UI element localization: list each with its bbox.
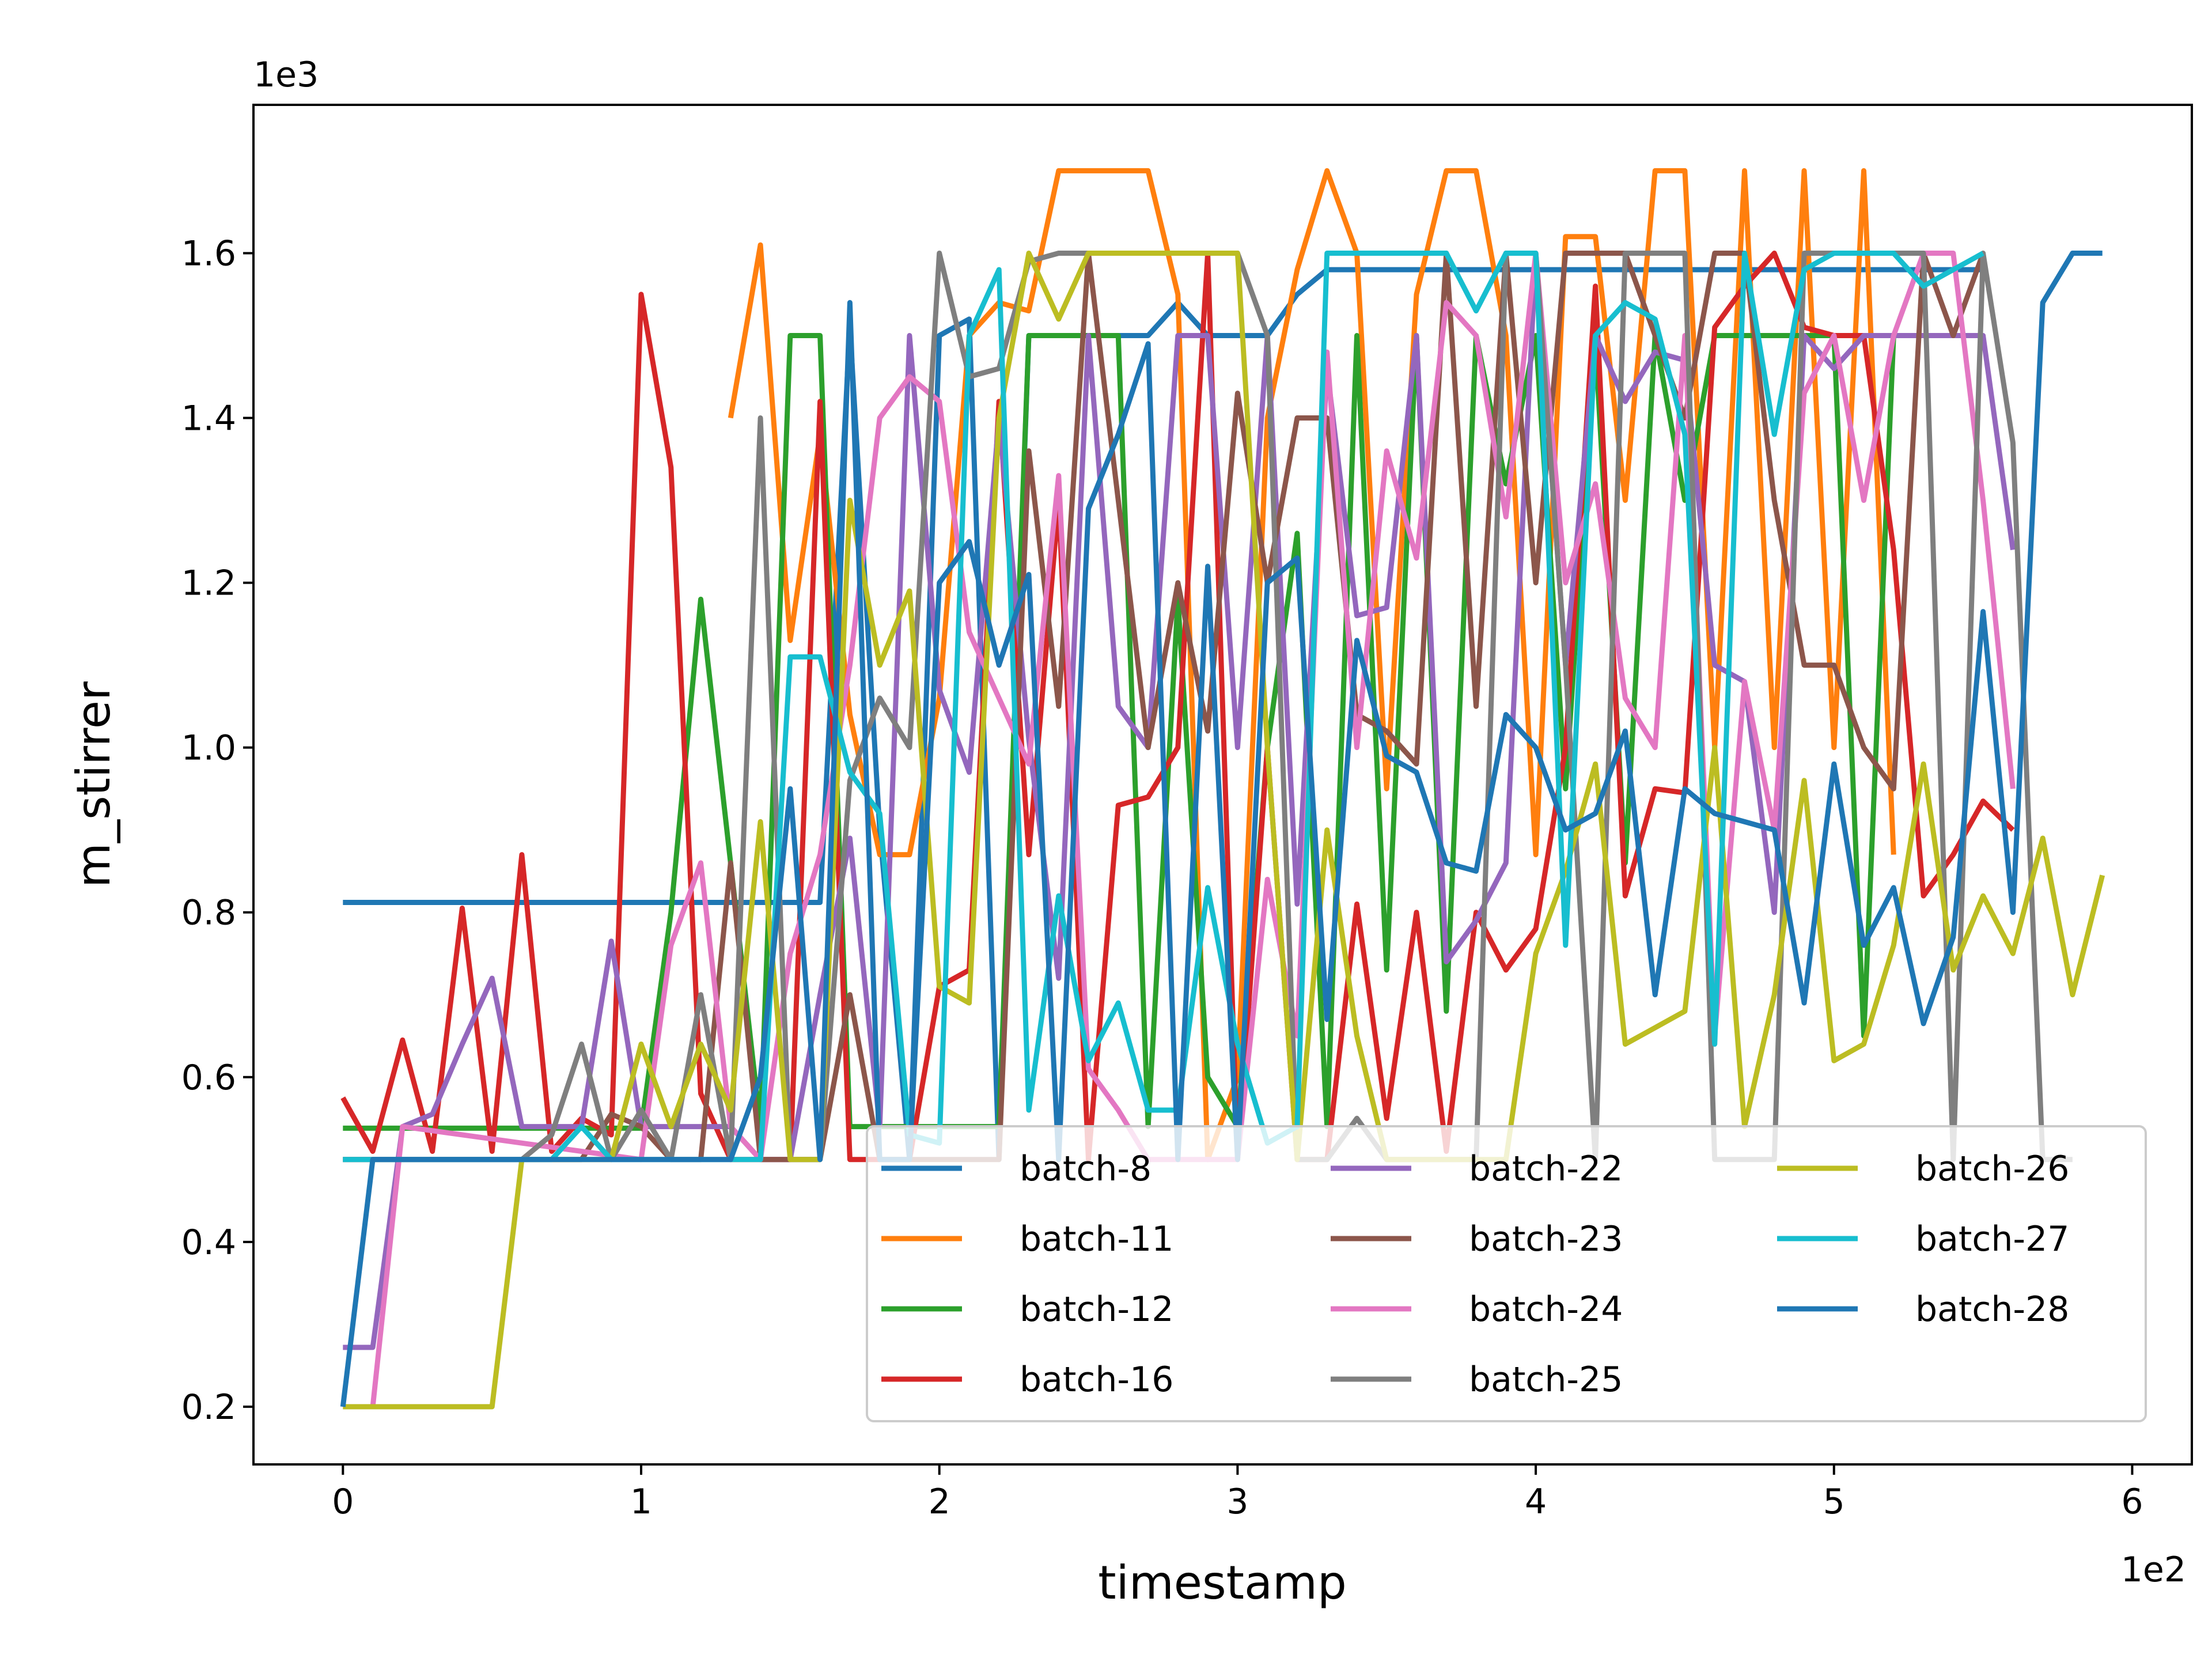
legend-label: batch-8 bbox=[1020, 1149, 1152, 1189]
y-tick-label: 0.8 bbox=[181, 893, 236, 933]
x-tick-label: 0 bbox=[332, 1482, 354, 1522]
legend-label: batch-12 bbox=[1020, 1289, 1173, 1330]
y-axis-title: m_stirrer bbox=[67, 682, 120, 888]
legend-label: batch-25 bbox=[1469, 1360, 1623, 1400]
series-line-batch-16 bbox=[340, 251, 2015, 1163]
y-tick-label: 1.2 bbox=[181, 563, 236, 604]
plot-frame bbox=[252, 104, 2193, 1466]
series-line-batch-25 bbox=[343, 251, 2073, 1163]
y-tick-label: 1.0 bbox=[181, 728, 236, 768]
y-tick-label: 0.6 bbox=[181, 1058, 236, 1098]
y-tick-label: 1.4 bbox=[181, 399, 236, 439]
legend-label: batch-22 bbox=[1469, 1149, 1623, 1189]
y-tick-label: 0.4 bbox=[181, 1222, 236, 1263]
x-tick-label: 1 bbox=[630, 1482, 652, 1522]
legend-label: batch-27 bbox=[1915, 1219, 2069, 1259]
x-tick-label: 6 bbox=[2121, 1482, 2143, 1522]
y-tick-label: 1.6 bbox=[181, 233, 236, 274]
x-tick-label: 4 bbox=[1525, 1482, 1547, 1522]
x-axis-title: timestamp bbox=[1098, 1556, 1347, 1610]
y-axis: 0.2 0.4 0.6 0.8 1.0 1.2 1.4 1.6 bbox=[181, 233, 253, 1428]
series-line-batch-28 bbox=[340, 251, 2103, 1407]
legend-label: batch-28 bbox=[1915, 1289, 2069, 1330]
y-tick-label: 0.2 bbox=[181, 1387, 236, 1428]
legend-label: batch-24 bbox=[1469, 1289, 1623, 1330]
x-tick-label: 2 bbox=[929, 1482, 950, 1522]
legend-box bbox=[866, 1125, 2147, 1422]
series-line-batch-26 bbox=[343, 251, 2105, 1410]
x-tick-label: 3 bbox=[1226, 1482, 1248, 1522]
series-line-batch-22 bbox=[343, 251, 2016, 1350]
series-line-batch-27 bbox=[343, 251, 1984, 1163]
x-tick-label: 5 bbox=[1823, 1482, 1845, 1522]
legend-label: batch-26 bbox=[1915, 1149, 2069, 1189]
legend-label: batch-16 bbox=[1020, 1360, 1173, 1400]
y-offset-label: 1e3 bbox=[253, 55, 319, 95]
x-axis: 0 1 2 3 4 5 6 bbox=[332, 1464, 2143, 1522]
x-offset-label: 1e2 bbox=[2121, 1550, 2186, 1590]
legend: batch-8 batch-11 batch-12 batch-16 batch-22 b… bbox=[866, 1125, 2147, 1422]
legend-label: batch-23 bbox=[1469, 1219, 1623, 1259]
legend-label: batch-11 bbox=[1020, 1219, 1173, 1259]
series-layer bbox=[340, 168, 2105, 1410]
